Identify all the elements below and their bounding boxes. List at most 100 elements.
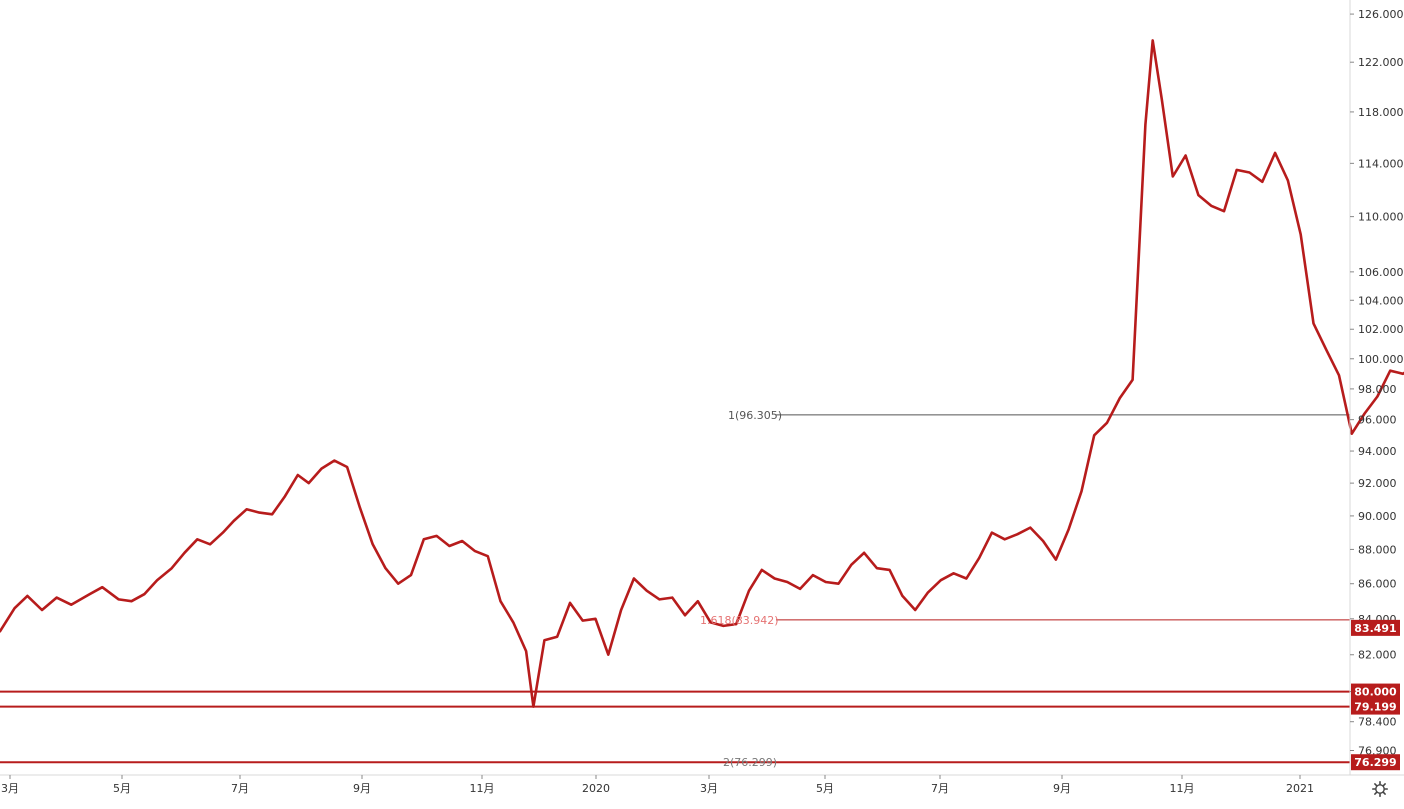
price-point — [487, 555, 489, 557]
price-point — [978, 557, 980, 559]
price-point — [735, 623, 737, 625]
y-tick-label: 106.000 — [1358, 266, 1404, 279]
y-tick-label: 94.000 — [1358, 445, 1397, 458]
price-point — [1042, 540, 1044, 542]
price-point — [1197, 194, 1200, 196]
fib-level-label: 2(76.299) — [723, 756, 777, 769]
price-point — [722, 625, 725, 627]
y-tick-label: 98.000 — [1358, 383, 1397, 396]
y-tick-label: 104.000 — [1358, 294, 1404, 307]
price-point — [684, 614, 686, 617]
price-point — [927, 591, 929, 594]
price-point — [633, 577, 635, 580]
price-point — [532, 705, 535, 708]
price-point — [117, 598, 120, 601]
price-point — [1351, 432, 1353, 435]
price-point — [284, 495, 286, 498]
x-tick-label: 11月 — [470, 782, 495, 795]
price-point — [233, 520, 235, 522]
price-point — [1080, 490, 1083, 493]
price-point — [1210, 205, 1212, 207]
price-point — [581, 619, 584, 622]
price-badge: 80.000 — [1351, 683, 1400, 700]
price-badge-text: 76.299 — [1354, 756, 1396, 769]
y-tick-label: 82.000 — [1358, 649, 1397, 662]
price-point — [940, 579, 942, 581]
price-point — [222, 531, 224, 534]
y-tick-label: 114.000 — [1358, 157, 1404, 170]
price-point — [1376, 395, 1379, 398]
price-point — [297, 474, 299, 476]
gear-icon[interactable] — [1372, 781, 1388, 797]
price-point — [1248, 171, 1251, 174]
price-point — [26, 595, 29, 597]
x-tick-label: 5月 — [816, 782, 834, 795]
price-point — [448, 545, 451, 547]
price-point — [620, 609, 622, 611]
x-tick-label: 3月 — [700, 782, 718, 795]
price-badge: 76.299 — [1351, 754, 1400, 771]
price-point — [1106, 422, 1108, 424]
price-point — [1003, 538, 1006, 541]
x-tick-label: 11月 — [1170, 782, 1195, 795]
price-point — [594, 618, 597, 620]
price-point — [525, 650, 527, 652]
price-point — [850, 564, 853, 566]
price-point — [569, 602, 571, 604]
y-tick-label: 96.000 — [1358, 414, 1397, 427]
price-point — [258, 511, 261, 514]
fib-labels: 1(96.305) 1.618(83.942) 2(76.299) — [700, 409, 782, 769]
x-tick-label: 2020 — [582, 782, 610, 795]
y-tick-label: 100.000 — [1358, 353, 1404, 366]
price-point — [543, 639, 546, 642]
price-point — [824, 581, 827, 583]
price-point — [41, 609, 43, 611]
price-point — [307, 482, 310, 484]
x-tick-label: 3月 — [1, 782, 19, 795]
price-badge-text: 83.491 — [1354, 622, 1396, 635]
price-point — [410, 574, 412, 576]
price-point — [901, 595, 904, 597]
price-point — [1029, 526, 1032, 529]
price-point — [499, 600, 502, 602]
price-point — [1402, 373, 1404, 375]
price-point — [435, 535, 438, 537]
x-tick-label: 5月 — [113, 782, 131, 795]
price-point — [863, 552, 865, 554]
price-point — [55, 596, 58, 599]
price-point — [1389, 369, 1391, 372]
price-point — [512, 621, 515, 624]
price-point — [245, 508, 248, 511]
price-point — [1161, 98, 1163, 101]
fib-level-label: 1.618(83.942) — [700, 614, 779, 627]
price-point — [1151, 39, 1154, 42]
price-point — [1274, 152, 1276, 154]
price-point — [773, 577, 776, 580]
price-point — [271, 513, 274, 516]
y-tick-label: 88.000 — [1358, 543, 1397, 556]
price-point — [101, 586, 104, 588]
price-point — [1325, 349, 1328, 351]
price-point — [837, 582, 840, 585]
price-point — [70, 603, 72, 606]
price-point — [812, 574, 814, 576]
price-point — [88, 593, 91, 595]
price-point — [196, 538, 199, 541]
x-tick-label: 7月 — [231, 782, 249, 795]
x-axis[interactable]: 3月 5月 7月 9月 11月 2020 3月 5月 7月 9月 11月 2021 — [1, 775, 1314, 795]
price-badge: 79.199 — [1351, 698, 1400, 715]
price-point — [346, 466, 348, 468]
price-badge: 83.491 — [1351, 619, 1400, 636]
fib-level-label: 1(96.305) — [728, 409, 782, 422]
y-tick-label: 92.000 — [1358, 477, 1397, 490]
price-point — [1131, 379, 1134, 381]
price-point — [209, 543, 211, 546]
y-tick-label: 90.000 — [1358, 510, 1397, 523]
price-point — [1093, 434, 1095, 437]
price-point — [170, 567, 173, 569]
price-point — [965, 577, 968, 580]
price-point — [474, 550, 476, 552]
price-point — [709, 621, 712, 624]
price-badge-text: 79.199 — [1354, 701, 1396, 714]
